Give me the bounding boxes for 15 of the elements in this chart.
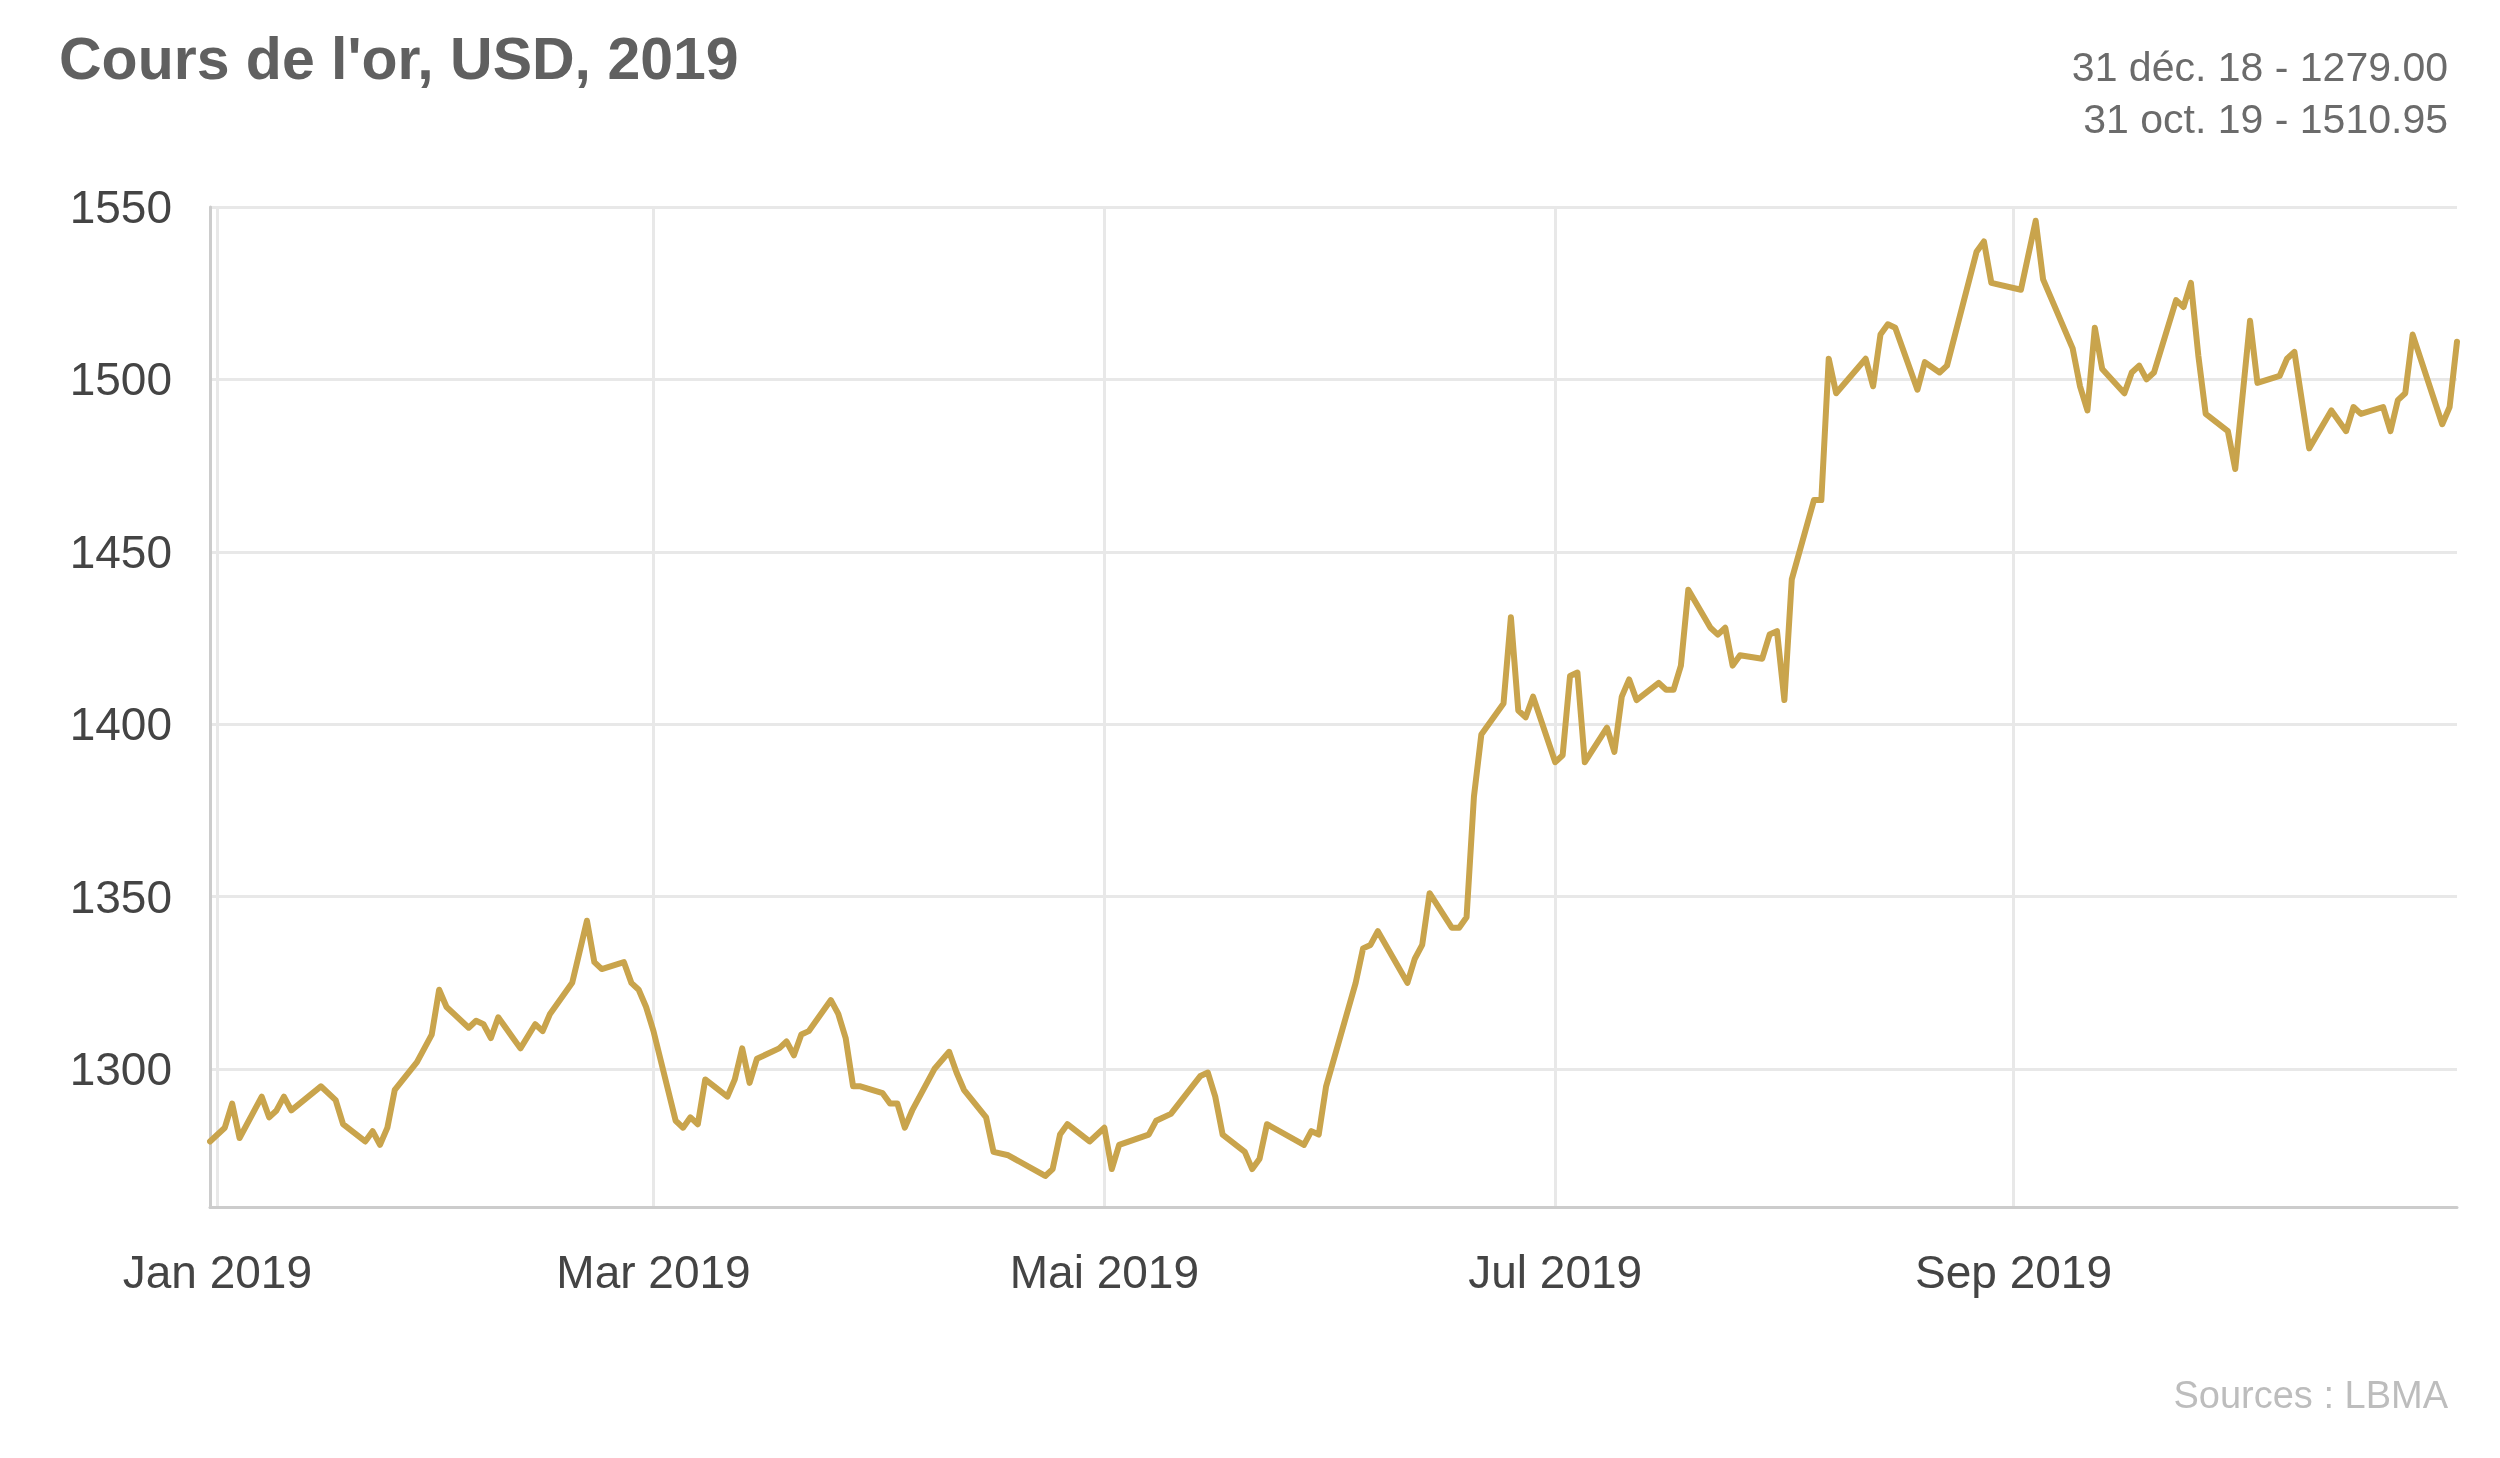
y-tick-label: 1450 — [69, 525, 172, 578]
chart-title: Cours de l'or, USD, 2019 — [59, 25, 739, 92]
text: 31 déc. 18 - 1279.00 — [2071, 43, 2448, 90]
x-tick-label: Jul 2019 — [1468, 1246, 1643, 1298]
y-tick-label: 1400 — [69, 698, 172, 751]
y-tick-label: 1500 — [69, 353, 172, 406]
x-tick-label: Jan 2019 — [122, 1246, 313, 1298]
y-tick-label: 1350 — [69, 870, 172, 923]
x-tick-label: Sep 2019 — [1915, 1246, 2112, 1298]
source-note: Sources : LBMA — [2173, 1374, 2449, 1416]
x-tick-label: Mai 2019 — [1009, 1246, 1199, 1298]
y-tick-label: 1550 — [69, 181, 172, 233]
x-tick-label: Mar 2019 — [556, 1246, 751, 1298]
y-tick-label: 1300 — [69, 1043, 172, 1096]
text: 31 oct. 19 - 1510.95 — [2083, 95, 2448, 142]
